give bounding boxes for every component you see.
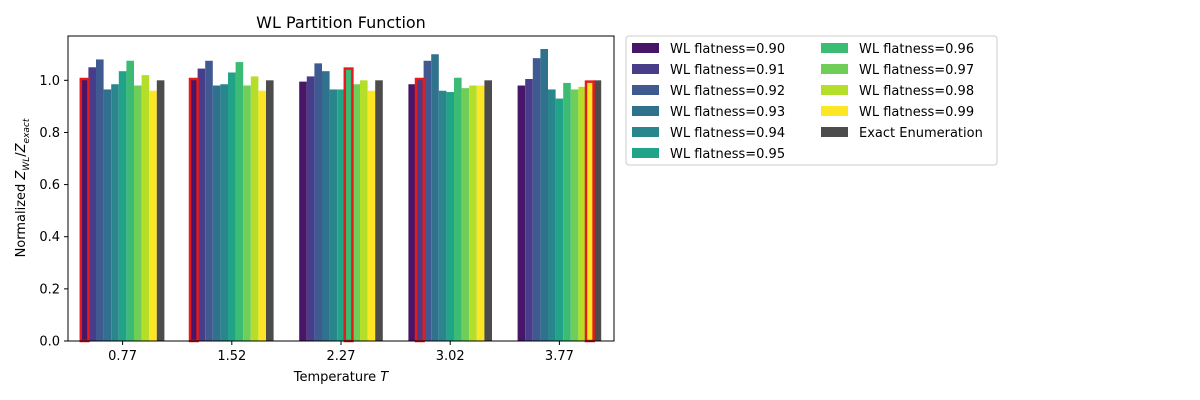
x-tick-label: 3.77 <box>545 349 574 364</box>
x-axis-label: Temperature T <box>293 370 389 385</box>
legend-swatch <box>632 85 659 95</box>
bar <box>593 80 602 341</box>
legend-swatch <box>632 127 659 137</box>
legend-label: WL flatness=0.91 <box>670 63 785 78</box>
legend-label: WL flatness=0.92 <box>670 84 785 99</box>
bar <box>423 60 432 341</box>
legend-label: Exact Enumeration <box>859 126 983 141</box>
bar <box>235 62 244 341</box>
bar <box>416 79 424 341</box>
bar <box>96 59 104 342</box>
x-tick-label: 1.52 <box>217 349 246 364</box>
bar <box>586 81 594 342</box>
y-axis: 0.0 0.2 0.4 0.6 0.8 1.0 <box>39 74 68 350</box>
bar <box>438 90 447 342</box>
legend-label: WL flatness=0.96 <box>859 42 974 57</box>
legend-frame <box>625 35 998 166</box>
legend-swatch <box>821 127 848 137</box>
legend-swatch <box>632 106 659 116</box>
legend-label: WL flatness=0.94 <box>670 126 785 141</box>
bar <box>88 67 96 341</box>
bar <box>306 76 315 341</box>
legend-swatch <box>632 64 659 74</box>
bar <box>243 85 251 341</box>
y-axis-label: Normalized ZWL/Zexact <box>14 118 32 257</box>
bar <box>103 89 112 341</box>
bar <box>134 85 142 341</box>
bar <box>555 98 564 341</box>
bar <box>461 88 470 341</box>
legend-label: WL flatness=0.93 <box>670 105 785 120</box>
bar <box>250 76 259 341</box>
bar <box>446 92 454 341</box>
x-tick-label: 3.02 <box>436 349 465 364</box>
plot-area <box>79 49 602 343</box>
legend-swatch <box>821 64 848 74</box>
legend-swatch <box>632 43 659 53</box>
bar <box>578 86 586 341</box>
bar <box>205 60 213 341</box>
bar <box>197 68 206 341</box>
bar <box>299 81 307 342</box>
legend-swatch <box>632 148 659 158</box>
bar <box>408 84 416 341</box>
legend-swatch <box>821 85 848 95</box>
bar <box>570 89 579 341</box>
bar <box>563 82 571 342</box>
bar <box>141 75 150 341</box>
bar <box>228 72 236 341</box>
legend-label: WL flatness=0.90 <box>670 42 785 57</box>
bar <box>375 80 383 341</box>
y-tick-label: 0.2 <box>39 282 60 297</box>
bar <box>337 89 345 341</box>
bar <box>149 90 157 342</box>
y-tick-label: 0.8 <box>39 126 60 141</box>
bar <box>517 85 526 341</box>
bar <box>314 63 322 342</box>
y-tick-label: 0.4 <box>39 230 60 245</box>
bar <box>80 79 89 341</box>
x-tick-label: 2.27 <box>327 349 356 364</box>
bar <box>118 71 127 341</box>
x-axis: 0.77 1.52 2.27 3.02 3.77 <box>108 341 574 364</box>
bar <box>322 71 330 341</box>
y-tick-label: 0.6 <box>39 178 60 193</box>
bar <box>454 77 462 342</box>
bar <box>352 84 360 341</box>
y-tick-label: 1.0 <box>39 74 60 89</box>
bar <box>220 84 228 341</box>
bar <box>156 80 165 341</box>
bar <box>111 84 119 341</box>
bar <box>258 90 266 342</box>
x-tick-label: 0.77 <box>108 349 137 364</box>
y-tick-label: 0.0 <box>39 335 60 350</box>
legend-label: WL flatness=0.98 <box>859 84 974 99</box>
legend-swatch <box>821 43 848 53</box>
bar <box>367 90 376 342</box>
bar <box>532 58 541 341</box>
legend: WL flatness=0.90 WL flatness=0.91 WL flatn… <box>625 35 998 166</box>
bar <box>329 89 338 341</box>
bar <box>469 85 477 341</box>
legend-swatch <box>821 106 848 116</box>
bar <box>266 80 274 341</box>
bar <box>484 80 492 341</box>
bar <box>212 85 221 341</box>
legend-label: WL flatness=0.95 <box>670 147 785 162</box>
bar <box>548 89 556 341</box>
bar <box>360 80 368 341</box>
bar <box>540 49 548 341</box>
bar <box>190 79 198 341</box>
legend-label: WL flatness=0.99 <box>859 105 974 120</box>
bar <box>344 68 353 341</box>
bar <box>431 54 439 341</box>
legend-label: WL flatness=0.97 <box>859 63 974 78</box>
bar <box>126 60 134 341</box>
bar <box>525 79 533 341</box>
bar <box>476 85 485 341</box>
chart-title: WL Partition Function <box>256 13 426 32</box>
